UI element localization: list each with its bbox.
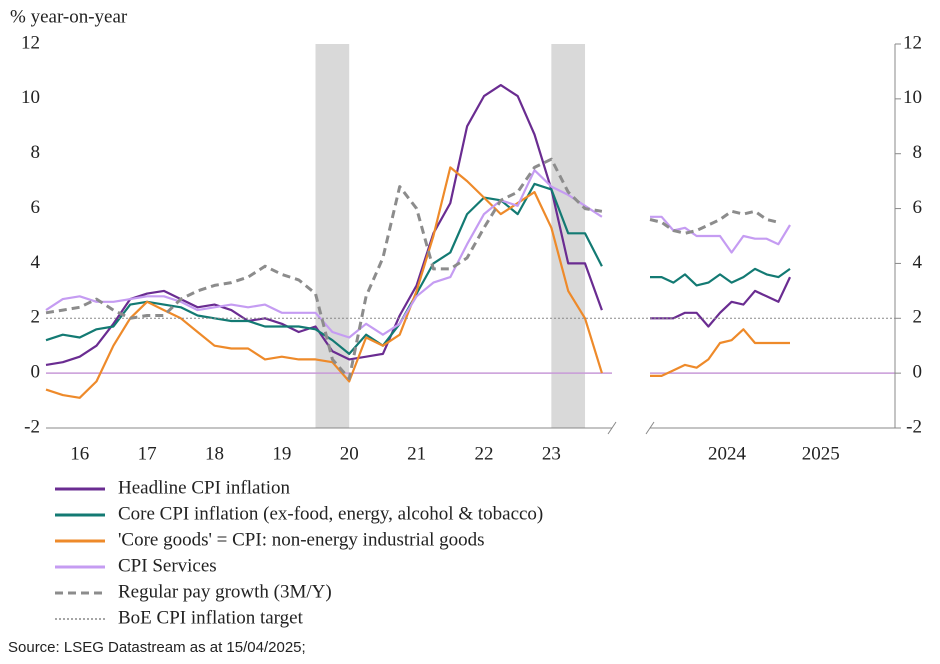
y-tick-label: 2: [31, 307, 41, 328]
legend-label: Core CPI inflation (ex-food, energy, alc…: [118, 503, 543, 524]
series-line: [45, 157, 603, 381]
recession-shade: [315, 44, 350, 428]
y-tick-label: 6: [913, 197, 923, 218]
series-line: [649, 209, 779, 235]
series-line: [45, 182, 603, 355]
legend-label: Regular pay growth (3M/Y): [118, 581, 332, 602]
x-tick-label: 20: [340, 443, 359, 464]
axis-break: [607, 421, 655, 435]
chart-title: % year-on-year: [10, 6, 128, 27]
y-tick-label: 2: [913, 307, 923, 328]
series-line: [45, 84, 603, 366]
x-tick-label: 17: [138, 443, 157, 464]
source: Source: LSEG Datastream as at 15/04/2025…: [8, 639, 306, 656]
y-tick-label: 12: [903, 32, 922, 53]
series-line: [45, 166, 603, 399]
y-tick-label: 10: [21, 87, 40, 108]
y-tick-label: 10: [903, 87, 922, 108]
series-line: [650, 215, 791, 254]
x-tick-label: 22: [474, 443, 493, 464]
legend-label: CPI Services: [118, 555, 217, 576]
recession-shade: [551, 44, 586, 428]
x-tick-label: 23: [542, 443, 561, 464]
y-tick-label: 12: [21, 32, 40, 53]
series-line: [650, 328, 790, 377]
x-tick-label: 19: [272, 443, 291, 464]
x-tick-label: 16: [70, 443, 89, 464]
legend-label: 'Core goods' = CPI: non-energy industria…: [118, 529, 485, 550]
legend-label: BoE CPI inflation target: [118, 607, 304, 628]
y-tick-label: -2: [906, 416, 922, 437]
y-tick-label: 4: [913, 252, 923, 273]
y-tick-label: 0: [913, 362, 923, 383]
series-line: [650, 276, 791, 328]
y-tick-label: 6: [31, 197, 41, 218]
y-tick-label: 8: [913, 142, 923, 163]
x-tick-label: 21: [407, 443, 426, 464]
legend-label: Headline CPI inflation: [118, 477, 291, 498]
x-tick-label: 2024: [708, 443, 747, 464]
x-tick-label: 18: [205, 443, 224, 464]
y-tick-label: -2: [24, 416, 40, 437]
y-tick-label: 8: [31, 142, 41, 163]
y-tick-label: 0: [31, 362, 41, 383]
y-tick-label: 4: [31, 252, 41, 273]
x-tick-label: 2025: [802, 443, 840, 464]
series-line: [650, 267, 791, 287]
